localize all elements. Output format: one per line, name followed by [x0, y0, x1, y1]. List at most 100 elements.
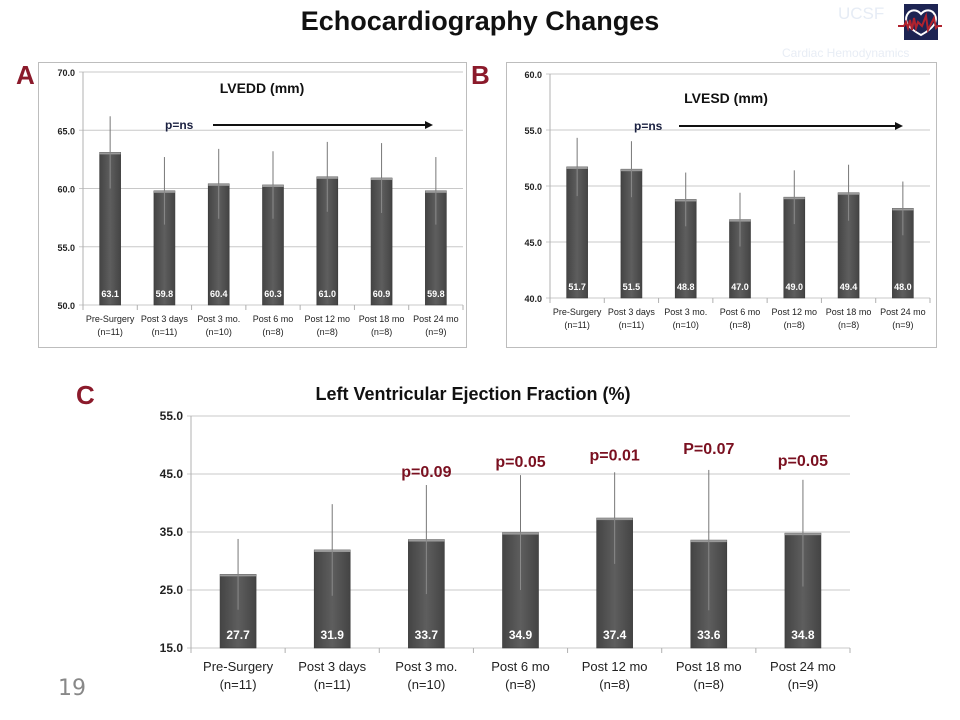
p-value-annotation: p=ns: [634, 119, 663, 133]
x-tick-label: Post 3 mo.: [395, 659, 457, 674]
p-value-label: p=0.09: [401, 464, 451, 481]
x-tick-label: Pre-Surgery: [553, 307, 602, 317]
x-tick-label-n: (n=10): [206, 327, 232, 337]
chart-title: LVESD (mm): [684, 90, 768, 106]
x-tick-label-n: (n=11): [619, 320, 645, 330]
x-tick-label: Post 6 mo: [720, 307, 761, 317]
data-label: 48.8: [677, 282, 695, 292]
data-label: 63.1: [101, 289, 119, 299]
data-label: 51.7: [568, 282, 586, 292]
data-label: 51.5: [623, 282, 641, 292]
p-value-label: p=0.01: [590, 447, 640, 464]
x-tick-label: Post 24 mo: [770, 659, 836, 674]
p-value-label: p=0.05: [778, 453, 828, 470]
ucsf-logo-text: UCSF: [838, 4, 885, 23]
p-value-label: P=0.07: [683, 441, 734, 458]
chart-frame-b: 40.0 45.0 50.0 55.0 60.0 LVESD (mm) 51.7 Pre-Su…: [506, 62, 937, 348]
x-tick-label: Post 3 mo.: [664, 307, 707, 317]
heart-ecg-logo-icon: [898, 4, 942, 40]
y-tick-label: 60.0: [57, 185, 75, 195]
logo-subtitle: Cardiac Hemodynamics: [782, 46, 910, 60]
data-label: 37.4: [603, 628, 627, 642]
x-tick-label-n: (n=8): [371, 327, 392, 337]
data-label: 34.9: [509, 628, 533, 642]
x-tick-label-n: (n=8): [599, 677, 630, 692]
y-tick-label: 25.0: [160, 583, 184, 597]
x-tick-label: Pre-Surgery: [203, 659, 274, 674]
x-tick-label: Post 3 mo.: [197, 314, 240, 324]
chart-frame-a: 50.0 55.0 60.0 65.0 70.0 LVEDD (mm) 63.1 Pre-Su…: [38, 62, 467, 348]
lvef-chart: 15.0 25.0 35.0 45.0 55.0 Left Ventricular Eje…: [160, 384, 851, 692]
data-label: 34.8: [791, 628, 815, 642]
x-tick-label-n: (n=11): [220, 677, 257, 692]
x-tick-label: Post 12 mo: [582, 659, 648, 674]
x-tick-label-n: (n=8): [838, 320, 859, 330]
panel-label-a: A: [16, 60, 35, 90]
x-tick-label-n: (n=8): [693, 677, 724, 692]
y-tick-label: 35.0: [160, 525, 184, 539]
lvedd-chart: 50.0 55.0 60.0 65.0 70.0 LVEDD (mm) 63.1 Pre-Su…: [57, 68, 464, 337]
data-label: 33.7: [415, 628, 439, 642]
y-tick-label: 70.0: [57, 68, 75, 78]
data-label: 60.3: [264, 289, 282, 299]
data-label: 27.7: [226, 628, 250, 642]
chart-title: Left Ventricular Ejection Fraction (%): [315, 384, 630, 404]
x-tick-label-n: (n=8): [317, 327, 338, 337]
y-tick-label: 45.0: [160, 467, 184, 481]
x-tick-label-n: (n=10): [407, 677, 445, 692]
y-tick-label: 50.0: [524, 182, 542, 192]
x-tick-label-n: (n=10): [673, 320, 699, 330]
panel-label-c: C: [76, 380, 95, 410]
chart-title: LVEDD (mm): [220, 80, 305, 96]
data-label: 61.0: [319, 289, 337, 299]
y-tick-label: 50.0: [57, 301, 75, 311]
x-tick-label-n: (n=9): [892, 320, 913, 330]
x-tick-label: Post 3 days: [298, 659, 366, 674]
data-label: 59.8: [427, 289, 445, 299]
x-tick-label: Post 3 days: [608, 307, 656, 317]
y-tick-label: 65.0: [57, 126, 75, 136]
x-tick-label: Pre-Surgery: [86, 314, 135, 324]
y-tick-label: 55.0: [57, 243, 75, 253]
x-tick-label-n: (n=9): [425, 327, 446, 337]
p-value-label: p=0.05: [495, 454, 545, 471]
panel-label-b: B: [471, 60, 490, 90]
x-tick-label: Post 12 mo: [772, 307, 818, 317]
arrow-head-icon: [425, 121, 433, 129]
p-value-annotation: p=ns: [165, 118, 194, 132]
x-tick-label-n: (n=11): [97, 327, 123, 337]
y-tick-label: 40.0: [524, 294, 542, 304]
y-tick-label: 55.0: [524, 126, 542, 136]
data-label: 48.0: [894, 282, 912, 292]
y-tick-label: 15.0: [160, 641, 184, 655]
x-tick-label: Post 24 mo: [880, 307, 926, 317]
data-label: 47.0: [731, 282, 749, 292]
data-label: 31.9: [321, 628, 345, 642]
y-tick-label: 60.0: [524, 70, 542, 80]
data-label: 60.9: [373, 289, 391, 299]
x-tick-label-n: (n=11): [564, 320, 590, 330]
x-tick-label-n: (n=9): [788, 677, 819, 692]
data-label: 49.4: [840, 282, 858, 292]
data-label: 33.6: [697, 628, 721, 642]
data-label: 60.4: [210, 289, 228, 299]
x-tick-label-n: (n=8): [505, 677, 536, 692]
x-tick-label: Post 18 mo: [676, 659, 742, 674]
x-tick-label-n: (n=8): [262, 327, 283, 337]
x-tick-label: Post 24 mo: [413, 314, 459, 324]
x-tick-label-n: (n=11): [314, 677, 351, 692]
x-tick-label: Post 3 days: [141, 314, 189, 324]
x-tick-label: Post 6 mo: [253, 314, 294, 324]
x-tick-label-n: (n=8): [784, 320, 805, 330]
data-label: 49.0: [786, 282, 804, 292]
x-tick-label: Post 12 mo: [305, 314, 351, 324]
lvesd-chart: 40.0 45.0 50.0 55.0 60.0 LVESD (mm) 51.7 Pre-Su…: [524, 70, 931, 330]
y-tick-label: 45.0: [524, 238, 542, 248]
x-tick-label: Post 6 mo: [491, 659, 550, 674]
x-tick-label: Post 18 mo: [826, 307, 872, 317]
x-tick-label: Post 18 mo: [359, 314, 405, 324]
slide-title: Echocardiography Changes: [300, 6, 660, 36]
x-tick-label-n: (n=11): [152, 327, 178, 337]
slide-number: 19: [58, 676, 86, 701]
arrow-head-icon: [895, 122, 903, 130]
